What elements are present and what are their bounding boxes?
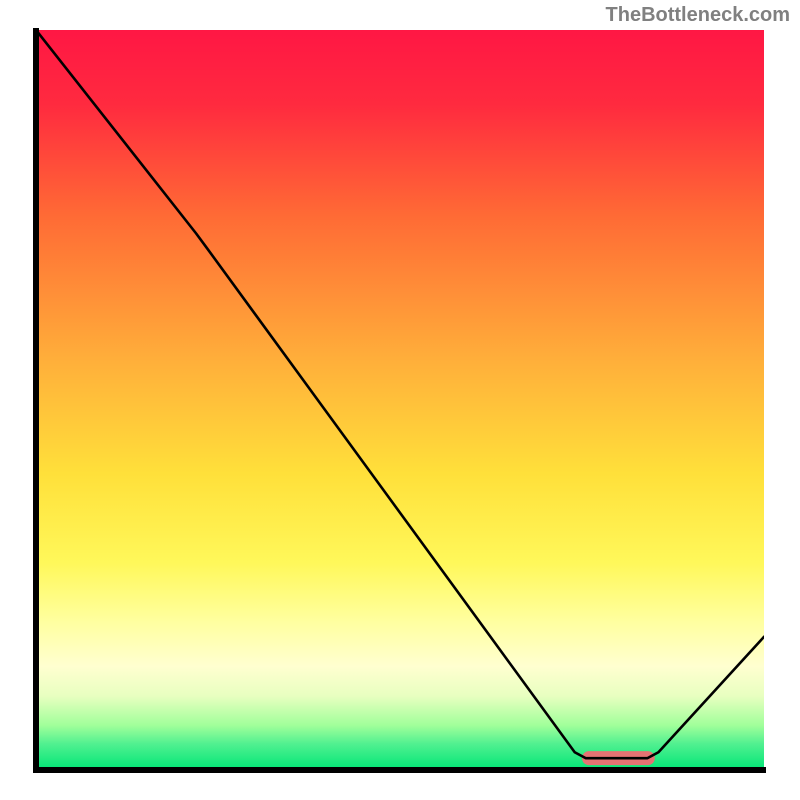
attribution-label: TheBottleneck.com: [606, 4, 790, 27]
plot-area: [36, 30, 764, 770]
heatmap-background: [36, 30, 764, 770]
chart-container: TheBottleneck.com: [0, 0, 800, 800]
bottleneck-chart: [0, 0, 800, 800]
